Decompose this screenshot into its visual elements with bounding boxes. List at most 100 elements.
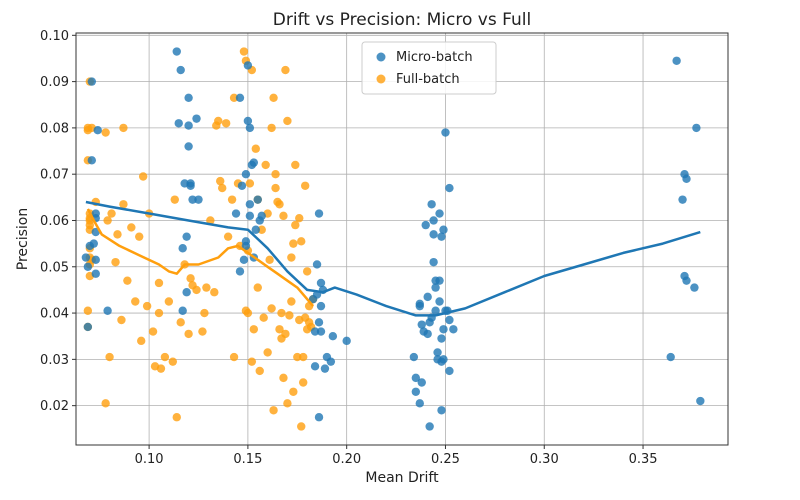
full-batch-point <box>137 336 146 346</box>
micro-batch-point <box>445 315 454 325</box>
micro-batch-point <box>666 352 675 362</box>
micro-batch-point <box>83 262 93 271</box>
micro-batch-point <box>439 325 448 334</box>
micro-batch-point <box>429 257 438 267</box>
full-batch-point <box>283 399 292 408</box>
full-batch-point <box>257 225 266 234</box>
micro-batch-point <box>437 232 446 241</box>
micro-batch-point <box>103 306 112 315</box>
full-batch-point <box>300 181 310 190</box>
full-batch-point <box>271 169 280 179</box>
full-batch-point <box>287 297 296 306</box>
micro-batch-point <box>316 278 326 288</box>
full-batch-point <box>289 239 298 248</box>
full-batch-point <box>239 47 249 56</box>
full-batch-point <box>275 325 284 334</box>
micro-batch-point <box>178 306 187 315</box>
micro-batch-point <box>437 406 446 415</box>
micro-batch-point <box>437 334 446 343</box>
micro-batch-point <box>178 244 187 253</box>
micro-batch-point <box>184 93 193 103</box>
micro-batch-point <box>184 121 193 130</box>
full-batch-point <box>299 352 308 362</box>
y-tick-label: 0.03 <box>40 353 69 368</box>
full-batch-point <box>227 195 237 204</box>
micro-batch-point <box>186 181 195 190</box>
full-batch-point <box>283 116 292 126</box>
full-batch-point <box>249 325 259 334</box>
x-axis-label: Mean Drift <box>365 470 439 486</box>
micro-batch-point <box>690 283 699 292</box>
micro-batch-point <box>235 93 245 103</box>
micro-batch-point <box>326 357 336 366</box>
micro-batch-point <box>314 209 324 218</box>
x-tick-label: 0.35 <box>629 452 658 467</box>
chart-title: Drift vs Precision: Micro vs Full <box>273 10 531 30</box>
full-batch-point <box>170 195 179 204</box>
full-batch-point <box>154 308 164 318</box>
legend-full-marker <box>376 74 386 84</box>
micro-batch-point <box>425 422 434 431</box>
full-batch-point <box>263 348 272 357</box>
full-batch-points <box>83 47 318 431</box>
y-tick-label: 0.07 <box>40 168 69 183</box>
full-batch-point <box>285 311 294 320</box>
micro-batch-point <box>237 181 247 190</box>
micro-batch-point <box>241 169 251 179</box>
micro-batch-point <box>231 209 241 218</box>
full-batch-point <box>156 364 166 373</box>
micro-batch-point <box>194 195 203 204</box>
micro-batch-point <box>241 241 251 251</box>
micro-batch-point <box>243 61 253 70</box>
micro-batch-point <box>188 195 197 204</box>
full-batch-point <box>302 267 312 276</box>
full-batch-point <box>269 93 278 103</box>
micro-batch-point <box>439 225 448 234</box>
full-batch-point <box>142 301 152 311</box>
full-batch-point <box>218 183 227 193</box>
micro-batch-point <box>449 325 458 334</box>
micro-batch-point <box>435 209 444 218</box>
full-batch-point <box>281 329 290 339</box>
micro-batch-point <box>342 336 351 346</box>
full-batch-point <box>131 297 140 306</box>
full-batch-point <box>251 144 260 153</box>
full-batch-point <box>119 123 128 133</box>
micro-batch-point <box>81 253 91 262</box>
micro-batch-point <box>417 378 426 387</box>
plot-frame <box>75 32 729 446</box>
full-batch-point <box>261 160 270 170</box>
full-batch-point <box>164 297 174 306</box>
full-batch-point <box>200 308 209 318</box>
micro-batch-point <box>314 413 324 422</box>
full-batch-point <box>123 276 132 285</box>
micro-batch-point <box>91 255 100 265</box>
full-batch-point <box>127 223 136 232</box>
micro-batch-point <box>445 366 454 376</box>
full-batch-point <box>243 308 253 318</box>
micro-batch-point <box>427 200 436 209</box>
full-batch-point <box>216 176 225 186</box>
micro-batch-point <box>93 126 102 135</box>
full-batch-point <box>184 329 193 339</box>
x-tick-label: 0.10 <box>135 452 164 467</box>
full-batch-point <box>223 232 233 241</box>
full-batch-point <box>119 200 128 209</box>
micro-batch-point <box>249 158 259 167</box>
micro-batch-point <box>182 288 191 297</box>
full-batch-point <box>176 318 185 327</box>
y-tick-label: 0.09 <box>40 75 69 90</box>
micro-batch-point <box>257 211 266 221</box>
micro-batch-point <box>682 276 691 285</box>
full-batch-point <box>297 237 306 246</box>
y-tick-label: 0.04 <box>40 307 69 322</box>
full-batch-point <box>229 93 239 103</box>
micro-batch-point <box>310 327 320 336</box>
full-batch-point <box>287 253 296 262</box>
micro-batch-point <box>312 260 322 269</box>
micro-batch-point <box>411 373 421 383</box>
y-tick-label: 0.02 <box>40 399 69 414</box>
full-batch-point <box>293 352 302 362</box>
micro-batch-point <box>89 239 98 248</box>
